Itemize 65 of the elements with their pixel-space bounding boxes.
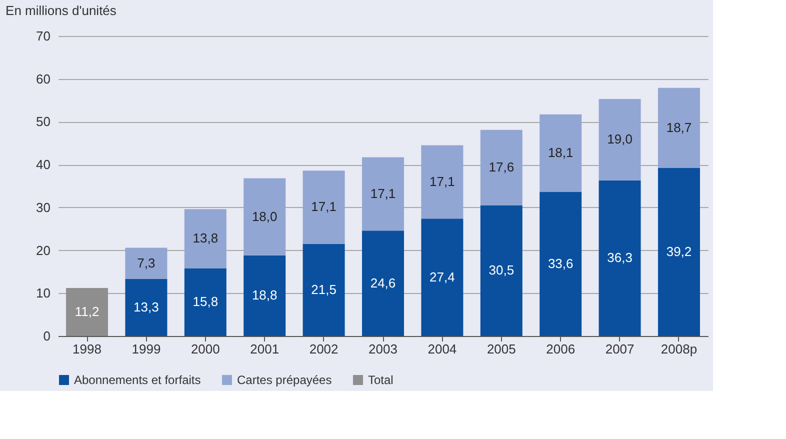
- bar: [125, 279, 168, 336]
- bar: [184, 268, 226, 336]
- bar: [658, 88, 700, 168]
- bar: [244, 178, 286, 256]
- bar: [362, 230, 404, 336]
- x-tick-label: 1998: [72, 342, 102, 356]
- y-tick-label: 40: [36, 157, 50, 172]
- data-label: 11,2: [74, 304, 100, 319]
- bar: [302, 244, 345, 336]
- bar: [598, 180, 641, 336]
- bar: [244, 255, 286, 336]
- x-tick-label: 2006: [546, 342, 576, 356]
- bar: [362, 157, 404, 231]
- x-tick-label: 2000: [190, 342, 220, 356]
- bar: [658, 168, 700, 336]
- y-tick-label: 60: [36, 71, 50, 86]
- legend-label: Abonnements et forfaits: [74, 373, 201, 387]
- y-tick-label: 30: [36, 200, 50, 215]
- y-tick-label: 70: [36, 28, 50, 44]
- bar: [480, 205, 522, 336]
- bar: [184, 209, 226, 268]
- data-label: 19,0: [607, 132, 632, 147]
- data-label: 36,3: [607, 250, 632, 266]
- bar: [540, 114, 582, 192]
- bar: [598, 99, 641, 180]
- data-label: 33,6: [548, 256, 574, 271]
- y-tick-label: 20: [36, 242, 50, 258]
- y-axis-title: En millions d'unités: [6, 3, 117, 18]
- data-label: 39,2: [666, 244, 692, 259]
- bar: [421, 145, 464, 219]
- x-tick-label: 2005: [486, 342, 516, 356]
- x-tick-label: 2001: [250, 342, 280, 356]
- bar: [480, 130, 522, 206]
- data-label: 27,4: [430, 269, 455, 284]
- data-label: 30,5: [488, 262, 514, 278]
- y-tick-label: 0: [43, 328, 50, 344]
- x-tick-label: 2007: [605, 342, 634, 356]
- y-tick-label: 10: [36, 286, 50, 301]
- x-tick-label: 2004: [428, 342, 457, 356]
- x-tick-label: 2008p: [660, 342, 698, 356]
- data-label: 17,6: [488, 160, 514, 175]
- data-label: 17,1: [430, 174, 455, 189]
- x-tick-label: 2003: [368, 342, 398, 356]
- bar: [540, 192, 582, 336]
- data-label: 15,8: [192, 294, 218, 310]
- data-label: 17,1: [370, 186, 396, 201]
- data-label: 18,7: [666, 120, 692, 135]
- data-label: 21,5: [311, 282, 336, 297]
- bar: [421, 218, 464, 336]
- data-label: 24,6: [370, 275, 396, 290]
- x-tick-label: 2002: [309, 342, 338, 356]
- data-label: 13,3: [134, 300, 159, 314]
- bar: [66, 288, 108, 336]
- bar: [125, 248, 168, 279]
- data-label: 18,8: [252, 288, 278, 303]
- data-label: 17,1: [311, 199, 336, 214]
- legend-label: Cartes prépayées: [237, 373, 332, 387]
- y-tick-label: 50: [36, 114, 50, 130]
- data-label: 7,3: [137, 255, 156, 270]
- x-tick-label: 1999: [132, 342, 161, 356]
- data-label: 18,0: [252, 208, 278, 224]
- bar: [302, 170, 345, 244]
- data-label: 18,1: [548, 145, 574, 160]
- legend-label: Total: [368, 373, 394, 387]
- data-label: 13,8: [192, 230, 218, 246]
